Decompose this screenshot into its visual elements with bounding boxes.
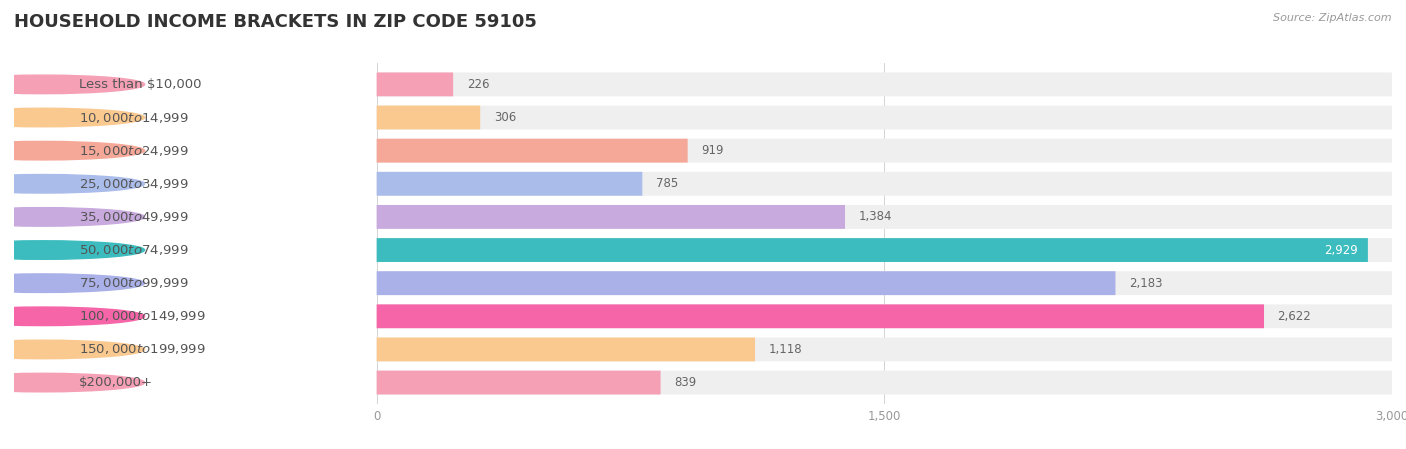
Text: 306: 306 [494,111,516,124]
FancyBboxPatch shape [377,139,688,163]
Text: 2,622: 2,622 [1278,310,1312,323]
FancyBboxPatch shape [377,271,1392,295]
Text: 785: 785 [655,177,678,190]
Text: $50,000 to $74,999: $50,000 to $74,999 [79,243,188,257]
FancyBboxPatch shape [377,172,643,196]
Circle shape [0,340,145,359]
Text: $75,000 to $99,999: $75,000 to $99,999 [79,276,188,290]
FancyBboxPatch shape [377,72,453,97]
Text: 1,118: 1,118 [769,343,803,356]
Text: $35,000 to $49,999: $35,000 to $49,999 [79,210,188,224]
Text: 2,929: 2,929 [1324,243,1358,256]
FancyBboxPatch shape [377,238,1392,262]
FancyBboxPatch shape [377,172,1392,196]
FancyBboxPatch shape [377,304,1392,328]
Text: $15,000 to $24,999: $15,000 to $24,999 [79,144,188,158]
FancyBboxPatch shape [377,205,1392,229]
Circle shape [0,108,145,127]
Text: $100,000 to $149,999: $100,000 to $149,999 [79,309,205,323]
FancyBboxPatch shape [377,338,1392,361]
Circle shape [0,241,145,260]
Text: $150,000 to $199,999: $150,000 to $199,999 [79,343,205,357]
Circle shape [0,175,145,193]
Circle shape [0,141,145,160]
Circle shape [0,75,145,94]
Text: $200,000+: $200,000+ [79,376,153,389]
FancyBboxPatch shape [377,271,1115,295]
Text: 2,183: 2,183 [1129,277,1163,290]
Circle shape [0,274,145,292]
Circle shape [0,207,145,226]
Circle shape [0,373,145,392]
FancyBboxPatch shape [377,139,1392,163]
Text: Source: ZipAtlas.com: Source: ZipAtlas.com [1274,13,1392,23]
Text: 839: 839 [673,376,696,389]
Text: $10,000 to $14,999: $10,000 to $14,999 [79,110,188,124]
FancyBboxPatch shape [377,370,1392,395]
Text: 226: 226 [467,78,489,91]
Text: HOUSEHOLD INCOME BRACKETS IN ZIP CODE 59105: HOUSEHOLD INCOME BRACKETS IN ZIP CODE 59… [14,13,537,31]
FancyBboxPatch shape [377,106,1392,129]
Text: 1,384: 1,384 [859,211,891,224]
FancyBboxPatch shape [377,72,1392,97]
Text: 919: 919 [702,144,724,157]
FancyBboxPatch shape [377,338,755,361]
FancyBboxPatch shape [377,238,1368,262]
FancyBboxPatch shape [377,106,481,129]
Text: Less than $10,000: Less than $10,000 [79,78,202,91]
Text: $25,000 to $34,999: $25,000 to $34,999 [79,177,188,191]
FancyBboxPatch shape [377,304,1264,328]
FancyBboxPatch shape [377,370,661,395]
FancyBboxPatch shape [377,205,845,229]
Circle shape [0,307,145,326]
